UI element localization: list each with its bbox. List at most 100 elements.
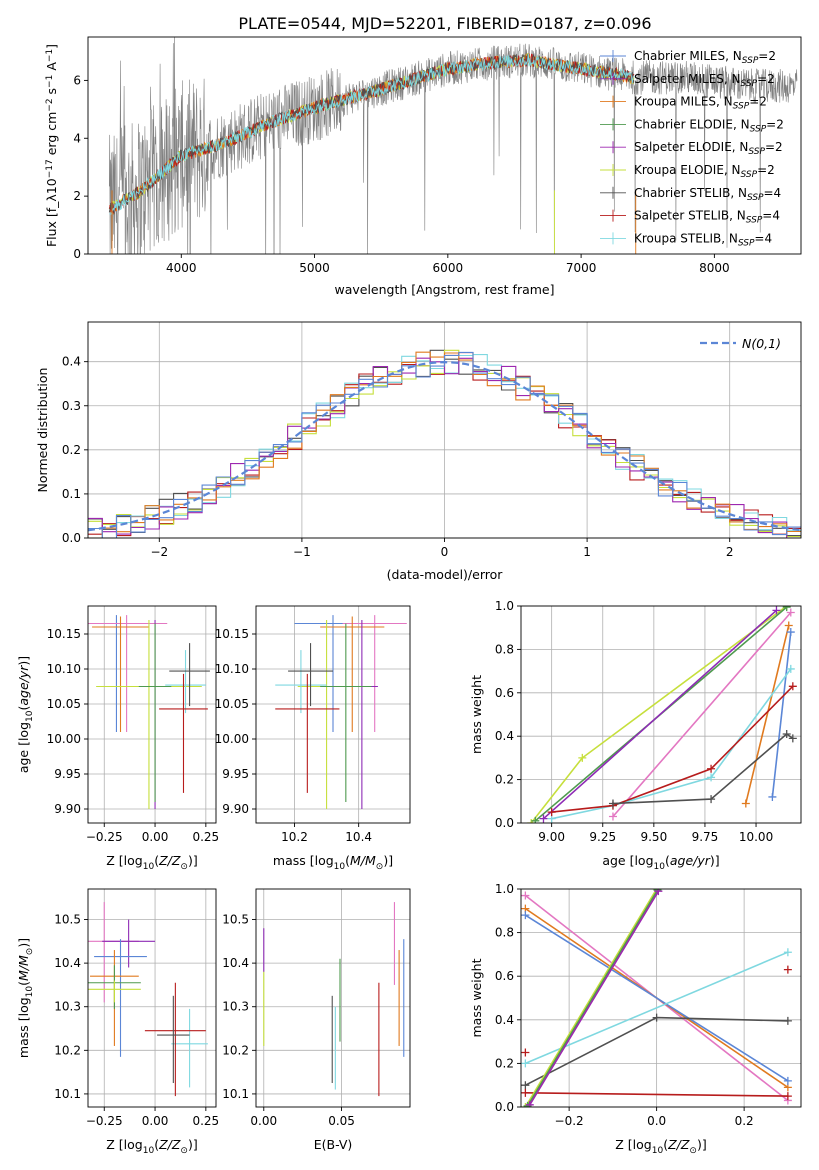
y-tick-label: 10.2: [54, 1043, 81, 1057]
legend: N(0,1): [700, 336, 781, 351]
y-tick-label: 0.4: [495, 729, 514, 743]
legend-label: Chabrier MILES, NSSP=2: [634, 49, 776, 66]
plus-marker: [521, 1103, 530, 1107]
y-tick-label: 0.2: [62, 443, 81, 457]
plus-marker: [707, 764, 716, 773]
histogram-chabrier_miles: [88, 351, 801, 538]
plus-marker: [783, 1016, 792, 1025]
plus-marker: [783, 948, 792, 957]
plus-marker: [783, 1076, 792, 1085]
x-tick-label: 0.00: [142, 830, 169, 844]
y-tick-label: 0.2: [495, 1056, 514, 1070]
line: [525, 951, 789, 1065]
legend-label: Salpeter MILES, NSSP=2: [634, 72, 775, 89]
data-point: [92, 615, 141, 732]
plot-area: [88, 902, 208, 1097]
data-point: [165, 650, 206, 714]
legend: Chabrier MILES, NSSP=2 Salpeter MILES, NS…: [600, 49, 784, 248]
line: [524, 889, 658, 1107]
data-point: [275, 673, 340, 793]
x-tick-label: 1: [583, 545, 591, 559]
plus-marker: [521, 1048, 530, 1057]
y-tick-label: 10.05: [47, 697, 81, 711]
data-point: [275, 650, 327, 714]
line: [745, 625, 790, 804]
data-point: [94, 939, 147, 1057]
y-tick-label: 0.6: [495, 969, 514, 983]
x-tick-label: 0.25: [192, 830, 219, 844]
x-tick-label: 10.00: [739, 830, 773, 844]
plus-marker: [788, 734, 797, 743]
y-tick-label: 6: [73, 73, 81, 87]
line: [551, 668, 792, 820]
y-tick-label: 10.5: [222, 913, 249, 927]
x-tick-label: −2: [150, 545, 168, 559]
series-line: [547, 664, 795, 823]
plus-marker: [578, 753, 587, 762]
plot-area: [275, 615, 407, 809]
x-axis-label: wavelength [Angstrom, rest frame]: [334, 282, 554, 297]
x-tick-label: 0.00: [250, 1114, 277, 1128]
y-tick-label: 0.0: [62, 531, 81, 545]
series-line: [521, 911, 792, 1085]
x-axis-label: Z [log10(Z/Z⊙)]: [615, 1137, 706, 1156]
y-tick-label: 0.3: [62, 399, 81, 413]
x-tick-label: 9.25: [589, 830, 616, 844]
plot-area: [88, 615, 210, 809]
x-tick-label: 0.00: [142, 1114, 169, 1128]
panel-age_vs_Z: −0.25 0.00 0.25 9.90 9.95 10.00 10.05 10.10 10.1…: [16, 605, 219, 872]
panel-mass_vs_Z: −0.25 0.00 0.25 10.1 10.2 10.3 10.4 10.5 Z [log1…: [16, 888, 219, 1156]
x-tick-label: 6000: [433, 261, 464, 275]
y-tick-label: 9.95: [222, 767, 249, 781]
series-line: [768, 628, 795, 801]
x-tick-label: 0.05: [328, 1114, 355, 1128]
x-tick-label: 7000: [566, 261, 597, 275]
line: [525, 1092, 788, 1097]
y-tick-label: 0.1: [62, 487, 81, 501]
data-point: [92, 616, 149, 732]
plus-marker: [521, 911, 530, 920]
x-axis-label: age [log10(age/yr)]: [602, 853, 719, 872]
axes-frame: [255, 888, 411, 1108]
axes-frame: [87, 36, 802, 255]
y-axis-label: Normed distribution: [35, 368, 50, 493]
data-point: [342, 615, 407, 732]
y-tick-label: 9.90: [54, 802, 81, 816]
legend-label: Chabrier ELODIE, NSSP=2: [634, 117, 784, 134]
x-axis-label: E(B-V): [314, 1137, 353, 1152]
y-axis-label: mass weight: [469, 675, 484, 754]
y-tick-label: 10.15: [215, 627, 249, 641]
x-tick-label: 2: [726, 545, 734, 559]
plot-area: [521, 889, 792, 1107]
plus-marker: [654, 889, 663, 896]
plot-area: [88, 349, 801, 538]
series-line: [525, 889, 663, 1107]
y-tick-label: 10.5: [54, 913, 81, 927]
plus-marker: [707, 795, 716, 804]
line: [524, 914, 789, 1082]
legend-label: Kroupa ELODIE, NSSP=2: [634, 163, 775, 180]
legend-label: Salpeter STELIB, NSSP=4: [634, 209, 780, 226]
y-tick-label: 10.10: [215, 662, 249, 676]
series-line: [608, 730, 797, 808]
y-tick-label: 9.95: [54, 767, 81, 781]
axes-frame: [520, 605, 802, 824]
plus-marker: [547, 808, 556, 817]
line: [529, 890, 660, 1106]
y-tick-label: 10.15: [47, 627, 81, 641]
x-tick-label: 10.4: [345, 830, 372, 844]
legend-label: Chabrier STELIB, NSSP=4: [634, 186, 781, 203]
plus-marker: [782, 730, 791, 739]
plus-marker: [772, 606, 781, 615]
data-point: [320, 616, 385, 732]
line: [542, 609, 778, 820]
plot-area: [527, 606, 797, 823]
y-axis-label: mass [log10(M/M⊙)]: [16, 938, 35, 1058]
x-axis-label: mass [log10(M/M⊙)]: [273, 853, 393, 872]
y-tick-label: 9.90: [222, 802, 249, 816]
series-line: [521, 1013, 792, 1090]
data-point: [157, 995, 190, 1084]
data-point: [88, 980, 141, 1003]
plus-marker: [784, 621, 793, 630]
histogram-salpeter_elodie: [88, 357, 801, 538]
